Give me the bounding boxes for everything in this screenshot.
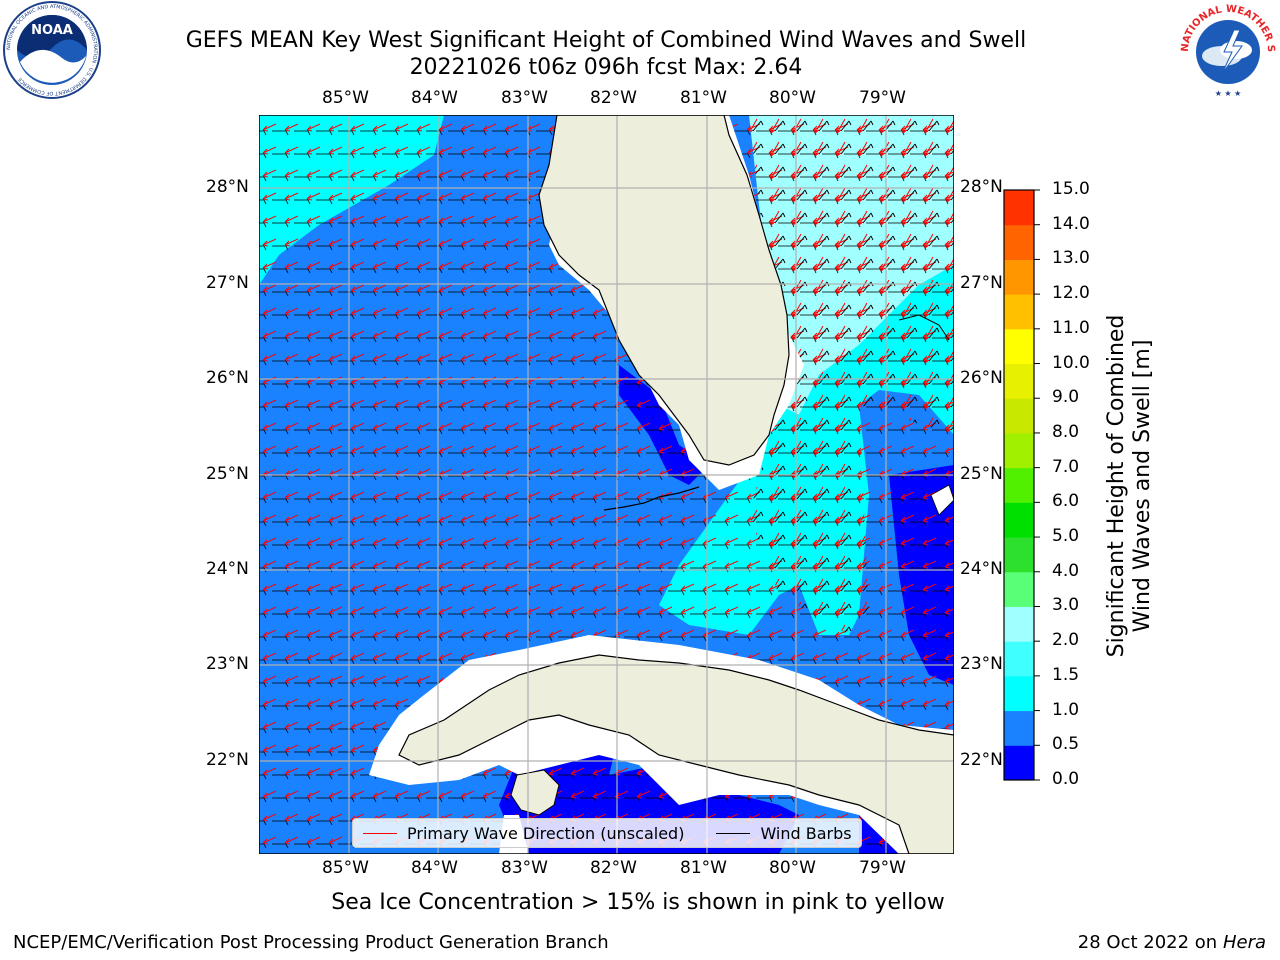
colorbar-bin <box>1004 745 1034 781</box>
colorbar-tick-label: 1.0 <box>1052 699 1080 720</box>
sea-ice-note: Sea Ice Concentration > 15% is shown in … <box>331 890 945 915</box>
wind-barb-swatch <box>716 832 751 834</box>
map-title: GEFS MEAN Key West Significant Height of… <box>185 28 1027 53</box>
lon-label-top: 85°W <box>322 88 369 108</box>
lat-label-right: 22°N <box>960 750 1003 770</box>
colorbar-title-line1: Significant Height of Combined <box>1104 314 1129 658</box>
colorbar-bin <box>1004 571 1034 607</box>
colorbar-tick-label: 5.0 <box>1052 526 1080 547</box>
colorbar-bin <box>1004 467 1034 503</box>
colorbar-bin <box>1004 363 1034 399</box>
lat-label-right: 27°N <box>960 273 1003 293</box>
lat-label-left: 26°N <box>206 368 249 388</box>
svg-text:★ ★ ★: ★ ★ ★ <box>1215 89 1242 98</box>
lon-label-bottom: 83°W <box>501 858 548 878</box>
colorbar-tick-label: 0.5 <box>1052 734 1080 755</box>
colorbar-tick-label: 13.0 <box>1052 248 1090 269</box>
colorbar-bin <box>1004 259 1034 295</box>
lat-label-left: 22°N <box>206 750 249 770</box>
lon-label-top: 84°W <box>411 88 458 108</box>
colorbar-tick-label: 3.0 <box>1052 595 1080 616</box>
lat-label-left: 25°N <box>206 464 249 484</box>
colorbar-bin <box>1004 606 1034 642</box>
colorbar-tick-label: 7.0 <box>1052 456 1080 477</box>
wave-height-map <box>259 115 954 854</box>
map-subtitle: 20221026 t06z 096h fcst Max: 2.64 <box>409 55 803 80</box>
date-stamp: 28 Oct 2022 on Hera <box>1078 932 1266 953</box>
colorbar-tick-label: 1.5 <box>1052 664 1080 685</box>
lon-label-top: 83°W <box>501 88 548 108</box>
lon-label-top: 81°W <box>680 88 727 108</box>
credit-text: NCEP/EMC/Verification Post Processing Pr… <box>13 932 609 953</box>
lat-label-left: 27°N <box>206 273 249 293</box>
lon-label-top: 80°W <box>769 88 816 108</box>
colorbar-bin <box>1004 328 1034 365</box>
legend-wave-label: Primary Wave Direction (unscaled) <box>407 823 685 843</box>
machine-name: Hera <box>1222 932 1266 953</box>
legend-item-barb: Wind Barbs <box>706 823 852 843</box>
legend-barb-label: Wind Barbs <box>760 823 852 843</box>
lat-label-left: 24°N <box>206 559 249 579</box>
colorbar-bin <box>1004 432 1034 469</box>
lat-label-left: 28°N <box>206 177 249 197</box>
lat-label-right: 23°N <box>960 654 1003 674</box>
lon-label-top: 79°W <box>859 88 906 108</box>
colorbar-tick-label: 14.0 <box>1052 213 1090 234</box>
date-prefix: 28 Oct 2022 on <box>1077 932 1223 953</box>
map-legend: Primary Wave Direction (unscaled) Wind B… <box>352 818 862 848</box>
lat-label-right: 25°N <box>960 464 1003 484</box>
lon-label-bottom: 79°W <box>859 858 906 878</box>
legend-item-wave: Primary Wave Direction (unscaled) <box>353 824 684 843</box>
colorbar-bin <box>1004 710 1034 746</box>
colorbar-frame <box>1003 189 1035 781</box>
colorbar-bin <box>1004 502 1034 538</box>
colorbar-tick-label: 9.0 <box>1052 387 1080 408</box>
colorbar-tick-label: 10.0 <box>1052 352 1090 373</box>
lon-label-bottom: 84°W <box>411 858 458 878</box>
colorbar-bin <box>1004 641 1034 677</box>
colorbar-tick-label: 6.0 <box>1052 491 1080 512</box>
lon-label-bottom: 80°W <box>769 858 816 878</box>
colorbar-bin <box>1004 224 1034 260</box>
lon-label-top: 82°W <box>590 88 637 108</box>
colorbar-tick-label: 2.0 <box>1052 630 1080 651</box>
colorbar-bin <box>1004 294 1034 330</box>
colorbar-tick-label: 11.0 <box>1052 317 1090 338</box>
colorbar-bin <box>1004 675 1034 712</box>
colorbar <box>1003 189 1040 781</box>
lon-label-bottom: 85°W <box>322 858 369 878</box>
wave-direction-swatch <box>363 832 397 834</box>
lat-label-right: 28°N <box>960 177 1003 197</box>
lat-label-right: 26°N <box>960 368 1003 388</box>
lon-label-bottom: 82°W <box>590 858 637 878</box>
lat-label-right: 24°N <box>960 559 1003 579</box>
colorbar-tick-label: 0.0 <box>1052 769 1080 789</box>
nws-logo: NATIONAL WEATHER SERVICE ★ ★ ★ <box>1172 0 1280 104</box>
colorbar-tick-label: 15.0 <box>1052 179 1090 199</box>
noaa-logo: NOAA NATIONAL OCEANIC AND ATMOSPHERIC AD… <box>0 0 105 109</box>
colorbar-bin <box>1004 190 1034 226</box>
lat-label-left: 23°N <box>206 654 249 674</box>
colorbar-bin <box>1004 398 1034 434</box>
colorbar-bin <box>1004 537 1034 573</box>
svg-text:NOAA: NOAA <box>31 23 73 38</box>
colorbar-tick-label: 4.0 <box>1052 560 1080 581</box>
lon-label-bottom: 81°W <box>680 858 727 878</box>
colorbar-tick-label: 12.0 <box>1052 283 1090 304</box>
colorbar-tick-label: 8.0 <box>1052 421 1080 442</box>
colorbar-title-line2: Wind Waves and Swell [m] <box>1130 339 1155 633</box>
